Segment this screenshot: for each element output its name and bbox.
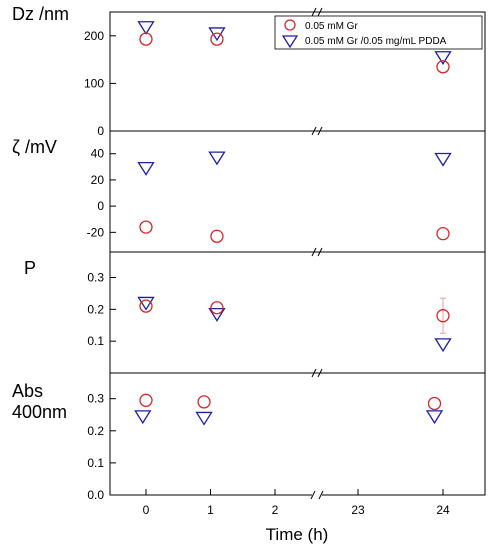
gr-point <box>197 395 211 409</box>
panel-ylabel: Dz /nm <box>12 4 69 24</box>
axis-break-mark <box>317 7 323 17</box>
axis-break-mark <box>317 126 323 136</box>
axis-break-mark <box>311 7 317 17</box>
x-tick-label: 24 <box>436 503 450 517</box>
axis-break-mark <box>317 247 323 257</box>
x-axis-label: Time (h) <box>266 525 329 544</box>
gr-point <box>436 309 450 323</box>
panel-ylabel: P <box>24 258 36 278</box>
gr-point <box>210 301 224 315</box>
pdda-point <box>137 21 155 35</box>
x-tick-label: 0 <box>143 503 150 517</box>
y-tick-label: 0.2 <box>87 424 104 438</box>
y-tick-label: 40 <box>91 147 105 161</box>
pdda-point <box>434 152 452 167</box>
gr-point <box>210 229 224 243</box>
y-tick-label: 0.1 <box>87 456 104 470</box>
pdda-point <box>208 151 226 166</box>
legend-label-gr: 0.05 mM Gr <box>305 21 358 32</box>
axis-break-mark <box>317 368 323 378</box>
axis-break-mark <box>311 126 317 136</box>
axis-break-mark <box>311 247 317 257</box>
y-tick-label: 20 <box>91 173 105 187</box>
pdda-point <box>434 51 452 65</box>
y-tick-label: 0 <box>97 199 104 213</box>
legend-box <box>274 15 483 50</box>
pdda-point <box>434 338 452 353</box>
gr-point <box>139 32 153 46</box>
gr-point <box>210 32 224 46</box>
legend-pdda-marker <box>281 35 299 49</box>
pdda-point <box>137 296 155 311</box>
y-tick-label: 0.3 <box>87 270 104 284</box>
pdda-point <box>425 410 444 425</box>
y-tick-label: -20 <box>87 225 105 239</box>
y-tick-label: 0.1 <box>87 334 104 348</box>
y-tick-label: 100 <box>84 76 104 90</box>
y-tick-label: 0.0 <box>87 488 104 502</box>
y-tick-label: 200 <box>84 29 104 43</box>
gr-point <box>139 220 153 234</box>
y-tick-label: 0.2 <box>87 302 104 316</box>
pdda-point <box>208 307 226 322</box>
y-tick-label: 0 <box>97 124 104 138</box>
pdda-point <box>208 27 226 42</box>
gr-point <box>427 396 442 411</box>
y-tick-label: 0.3 <box>87 392 104 406</box>
axis-break-mark <box>318 490 324 500</box>
pdda-point <box>137 161 155 176</box>
gr-point <box>139 299 153 313</box>
gr-point <box>436 60 450 74</box>
panel-ylabel: ζ /mV <box>12 137 57 157</box>
plot-frame <box>109 11 486 496</box>
axis-break-mark <box>310 490 316 500</box>
pdda-point <box>134 410 152 425</box>
x-tick-label: 1 <box>207 503 214 517</box>
x-tick-label: 2 <box>272 503 279 517</box>
axis-break-mark <box>311 368 317 378</box>
legend-label-pdda: 0.05 mM Gr /0.05 mg/mL PDDA <box>305 36 447 47</box>
gr-point <box>436 227 450 241</box>
pdda-point <box>195 411 213 426</box>
legend-gr-marker <box>284 19 296 31</box>
axis-break-gap <box>312 491 322 499</box>
panel-ylabel: Abs 400nm <box>12 381 67 422</box>
gr-point <box>139 393 153 407</box>
x-tick-label: 23 <box>351 503 365 517</box>
